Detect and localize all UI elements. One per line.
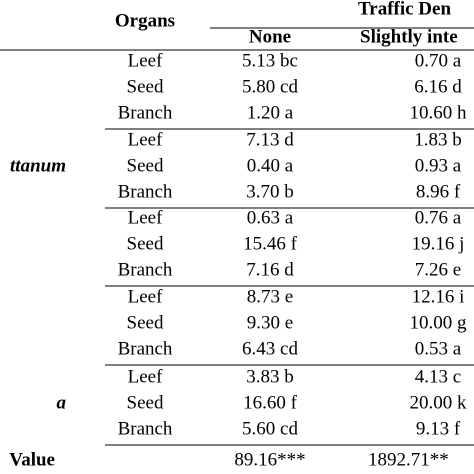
value-slightly: 1892.71** — [368, 449, 449, 470]
value-none: 0.40 a — [247, 155, 294, 176]
value-label: Value — [9, 449, 55, 470]
organ: Leef — [128, 286, 163, 307]
organ: Branch — [118, 259, 173, 280]
value-none: 9.30 e — [247, 312, 293, 333]
value-slightly: 19.16 j — [412, 233, 465, 254]
organ: Seed — [127, 155, 164, 176]
value-slightly: 0.93 a — [415, 155, 462, 176]
value-none: 0.63 a — [247, 207, 294, 228]
value-none: 3.83 b — [246, 366, 294, 387]
organ: Branch — [118, 102, 173, 123]
group-label: a — [57, 392, 67, 413]
value-none: 3.70 b — [246, 181, 294, 202]
organ: Leef — [128, 366, 163, 387]
value-none: 16.60 f — [243, 392, 298, 413]
organ: Seed — [127, 312, 164, 333]
group-label: ttanum — [10, 155, 66, 176]
header-slightly: Slightly inte — [360, 26, 458, 47]
header-traffic: Traffic Den — [358, 0, 451, 19]
value-slightly: 0.70 a — [415, 50, 462, 71]
organ: Leef — [128, 207, 163, 228]
value-none: 5.80 cd — [242, 76, 298, 97]
header-none: None — [249, 26, 291, 47]
value-slightly: 7.26 e — [415, 259, 461, 280]
value-slightly: 20.00 k — [410, 392, 468, 413]
value-slightly: 4.13 c — [415, 366, 461, 387]
value-slightly: 10.60 h — [410, 102, 468, 123]
organ: Seed — [127, 76, 164, 97]
header-organs: Organs — [115, 10, 175, 31]
value-slightly: 0.53 a — [415, 338, 462, 359]
value-none: 5.60 cd — [242, 418, 298, 439]
organ: Seed — [127, 392, 164, 413]
organ: Seed — [127, 233, 164, 254]
value-slightly: 6.16 d — [414, 76, 462, 97]
organ: Branch — [118, 338, 173, 359]
organ: Leef — [128, 50, 163, 71]
value-none: 7.13 d — [246, 129, 294, 150]
value-slightly: 1.83 b — [414, 129, 462, 150]
value-none: 89.16*** — [234, 449, 305, 470]
organ: Branch — [118, 181, 173, 202]
value-none: 6.43 cd — [242, 338, 298, 359]
value-slightly: 9.13 f — [416, 418, 461, 439]
value-none: 8.73 e — [247, 286, 293, 307]
value-slightly: 10.00 g — [410, 312, 468, 333]
value-slightly: 12.16 i — [412, 286, 465, 307]
value-none: 5.13 bc — [242, 50, 298, 71]
value-slightly: 0.76 a — [415, 207, 462, 228]
organ: Leef — [128, 129, 163, 150]
value-none: 15.46 f — [243, 233, 298, 254]
value-none: 1.20 a — [247, 102, 294, 123]
value-slightly: 8.96 f — [416, 181, 461, 202]
organ: Branch — [118, 418, 173, 439]
value-none: 7.16 d — [246, 259, 294, 280]
